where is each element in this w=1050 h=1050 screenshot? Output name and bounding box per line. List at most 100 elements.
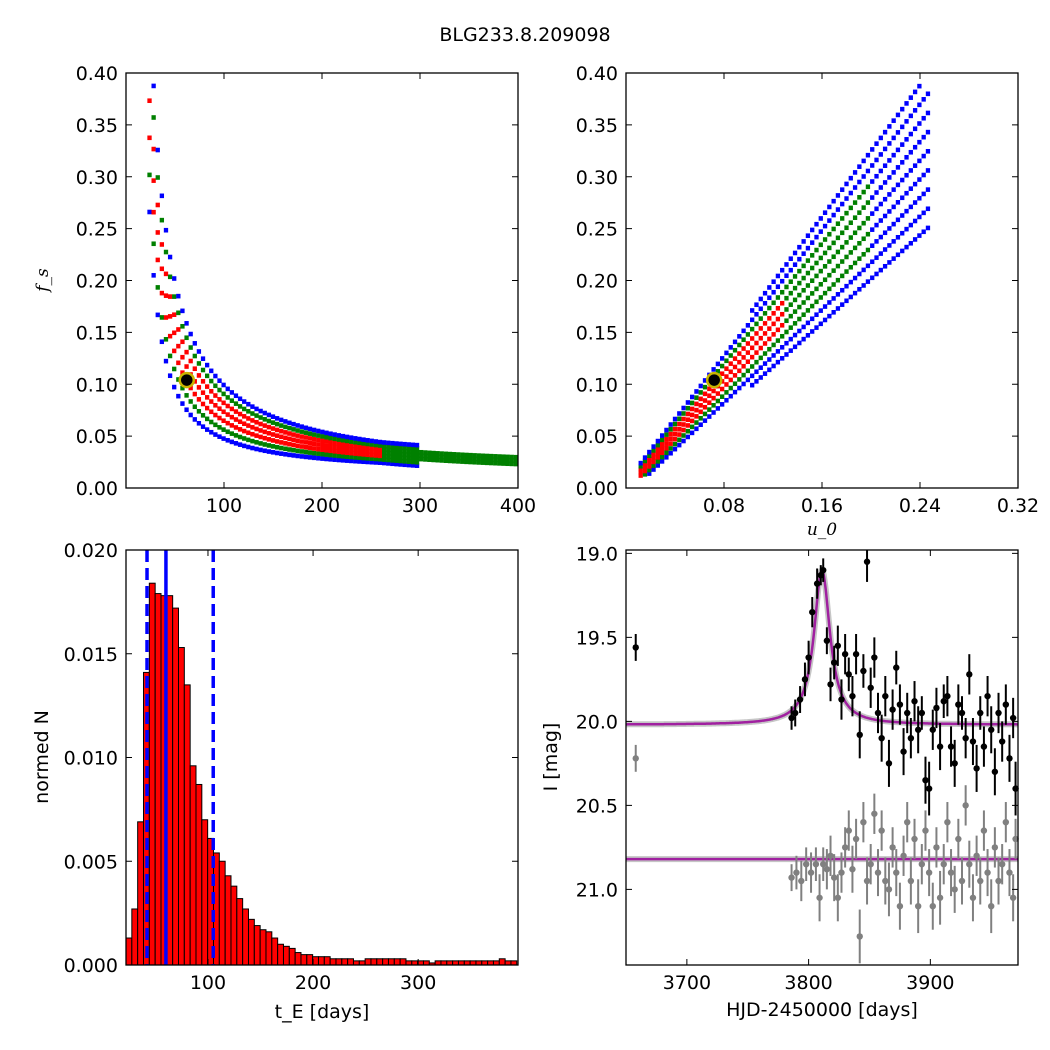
p2-cell: [805, 283, 811, 288]
p2-cell: [878, 251, 883, 256]
p2-cell: [882, 196, 888, 202]
p1-cell: [361, 437, 366, 442]
p1-cell: [332, 436, 337, 442]
p1-cell: [468, 452, 473, 458]
p2-cell: [655, 450, 660, 456]
p1-cell: [349, 446, 354, 452]
p1-cell: [386, 461, 391, 466]
p1-cell: [172, 384, 177, 390]
p4-point-black: [893, 664, 900, 671]
p1-cell: [476, 453, 481, 458]
p2-cell: [702, 404, 708, 410]
p2-cell: [690, 424, 695, 430]
p2-cell: [917, 214, 922, 220]
p2-cell: [728, 353, 733, 358]
p4-point-black: [885, 760, 893, 767]
p1-cell: [192, 391, 197, 397]
p1-cell: [353, 436, 358, 441]
p2-cell: [732, 373, 738, 378]
p4-point-gray: [882, 877, 889, 885]
p3-bar: [154, 593, 162, 966]
p1-cell: [287, 441, 292, 447]
p4-point-black: [874, 709, 882, 717]
p2-cell: [852, 290, 858, 296]
p2-cell: [745, 368, 751, 374]
y-tick-label: 0.30: [76, 167, 118, 189]
p1-cell: [410, 463, 416, 468]
p2-cell: [767, 346, 772, 352]
p2-cell: [865, 168, 871, 174]
p2-cell: [647, 460, 652, 466]
p1-cell: [167, 254, 173, 260]
p1-cell: [254, 446, 259, 452]
p1-cell: [221, 409, 226, 415]
p1-cell: [167, 373, 173, 379]
p2-cell: [921, 153, 926, 159]
p1-cell: [204, 384, 210, 389]
p4-point-gray: [995, 877, 1002, 885]
p2-cell: [822, 264, 828, 269]
p1-cell: [217, 434, 222, 439]
p2-cell: [659, 433, 665, 438]
p1-cell: [283, 446, 288, 452]
p1-cell: [163, 358, 169, 364]
p1-cell: [493, 457, 498, 463]
p1-cell: [381, 460, 387, 466]
p1-cell: [225, 420, 230, 426]
p2-cell: [694, 401, 699, 407]
p1-cell: [254, 440, 259, 445]
p1-cell: [390, 451, 395, 456]
p1-cell: [180, 308, 185, 314]
p2-cell: [659, 454, 665, 460]
p1-cell: [332, 440, 337, 446]
p1-cell: [419, 453, 424, 459]
p2-cell: [775, 284, 781, 290]
p2-axes: 0.08 0.16 0.24 0.32 0.00 0.05 0.10 0.15 0.20 0.25…: [576, 63, 1039, 517]
p4-point-black: [809, 608, 816, 616]
p2-cell: [895, 112, 901, 118]
p1-cell: [340, 458, 346, 463]
p4-point-gray: [925, 869, 933, 876]
y-tick-label: 0.40: [76, 63, 118, 85]
p2-cell: [758, 355, 763, 361]
p2-cell: [638, 473, 643, 478]
p1-cell: [320, 429, 325, 435]
p1-cell: [188, 345, 193, 350]
p1-cell: [353, 439, 358, 445]
p4-point-black: [1009, 714, 1017, 722]
p4-point-gray: [845, 827, 852, 834]
p1-cell: [353, 455, 358, 460]
p2-cell: [750, 317, 755, 323]
p4-point-gray: [816, 894, 823, 901]
p3-bar: [177, 647, 185, 966]
p4-point-gray: [904, 818, 911, 826]
p1-cell: [402, 445, 407, 450]
p2-cell: [900, 160, 905, 165]
p1-cell: [213, 412, 218, 418]
p1-cell: [493, 454, 498, 459]
p2-cell: [741, 381, 746, 387]
p2-cell: [852, 170, 858, 175]
p1-cell: [344, 454, 350, 459]
p2-cell: [865, 231, 871, 237]
p1-cell: [172, 330, 177, 336]
p1-cell: [312, 446, 317, 451]
p2-cell: [818, 321, 823, 327]
p2-cell: [784, 340, 789, 346]
p2-cell: [818, 281, 823, 287]
p3-bar: [387, 958, 395, 966]
p2-cell: [840, 201, 845, 207]
p2-cell: [912, 144, 918, 150]
y-tick-label: 0.35: [76, 115, 118, 137]
p4-point-black: [841, 650, 849, 658]
p2-cell: [758, 316, 763, 321]
p1-cell: [505, 454, 510, 460]
p2-cell: [887, 175, 892, 180]
p3-ylabel: normed N: [31, 710, 53, 804]
p1-cell: [147, 98, 152, 104]
p1-cell: [307, 450, 313, 455]
p1-cell: [381, 453, 387, 459]
p3-bar: [259, 929, 267, 966]
p2-cell: [840, 230, 845, 236]
